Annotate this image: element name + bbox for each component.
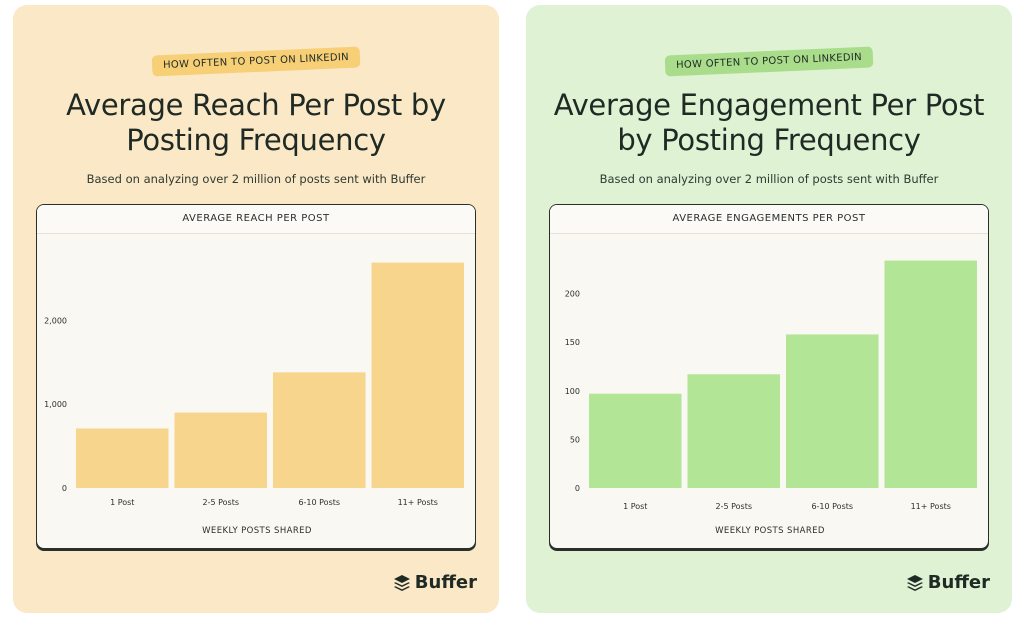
bar-6-10-posts	[786, 334, 879, 488]
buffer-stack-icon	[393, 574, 410, 591]
engagement-card: HOW OFTEN TO POST ON LINKEDIN Average En…	[526, 5, 1012, 613]
card-subtitle: Based on analyzing over 2 million of pos…	[599, 172, 939, 186]
card-title: Average Reach Per Post by Posting Freque…	[66, 88, 446, 157]
bar-1-post	[76, 428, 169, 488]
y-tick-label: 50	[570, 435, 580, 444]
y-tick-label: 200	[565, 290, 580, 299]
chart-panel: AVERAGE REACH PER POST 1 Post 2-5 Posts 6-…	[36, 204, 476, 549]
bar-2-5-posts	[687, 374, 780, 488]
y-tick-label: 150	[565, 338, 580, 347]
bar-11-posts	[371, 262, 464, 488]
x-tick-label: 1 Post	[110, 498, 134, 507]
x-axis-label: WEEKLY POSTS SHARED	[202, 526, 312, 536]
x-tick-label: 2-5 Posts	[715, 502, 752, 511]
buffer-logo-text: Buffer	[927, 572, 990, 593]
y-tick-label: 2,000	[44, 316, 67, 325]
buffer-stack-icon	[906, 574, 923, 591]
topic-pill: HOW OFTEN TO POST ON LINKEDIN	[664, 46, 874, 77]
bar-11-posts	[884, 260, 977, 488]
card-subtitle: Based on analyzing over 2 million of pos…	[86, 172, 426, 186]
bar-2-5-posts	[174, 412, 267, 488]
buffer-logo: Buffer	[906, 572, 990, 593]
x-tick-label: 6-10 Posts	[298, 498, 340, 507]
reach-bar-chart: 1 Post 2-5 Posts 6-10 Posts 11+ Posts 0 1,000…	[44, 262, 464, 536]
buffer-logo: Buffer	[393, 572, 477, 593]
y-tick-label: 0	[62, 484, 67, 493]
y-tick-label: 1,000	[44, 400, 67, 409]
y-tick-label: 100	[565, 387, 580, 396]
card-title: Average Engagement Per Post by Posting F…	[553, 88, 985, 157]
topic-pill: HOW OFTEN TO POST ON LINKEDIN	[151, 46, 361, 77]
x-tick-label: 1 Post	[623, 502, 647, 511]
x-tick-label: 6-10 Posts	[811, 502, 853, 511]
x-axis-label: WEEKLY POSTS SHARED	[715, 526, 825, 536]
x-tick-label: 11+ Posts	[911, 502, 951, 511]
buffer-logo-text: Buffer	[414, 572, 477, 593]
y-tick-label: 0	[575, 484, 580, 493]
x-tick-label: 2-5 Posts	[202, 498, 239, 507]
engagement-bar-chart: 1 Post 2-5 Posts 6-10 Posts 11+ Posts 0 50 100…	[565, 260, 977, 536]
bar-6-10-posts	[273, 372, 366, 488]
bar-1-post	[589, 393, 682, 488]
chart-panel: AVERAGE ENGAGEMENTS PER POST 1 Post 2-5 P…	[549, 204, 989, 549]
x-tick-label: 11+ Posts	[398, 498, 438, 507]
chart-header: AVERAGE REACH PER POST	[37, 205, 475, 234]
reach-card: HOW OFTEN TO POST ON LINKEDIN Average Re…	[13, 5, 499, 613]
chart-header: AVERAGE ENGAGEMENTS PER POST	[550, 205, 988, 234]
